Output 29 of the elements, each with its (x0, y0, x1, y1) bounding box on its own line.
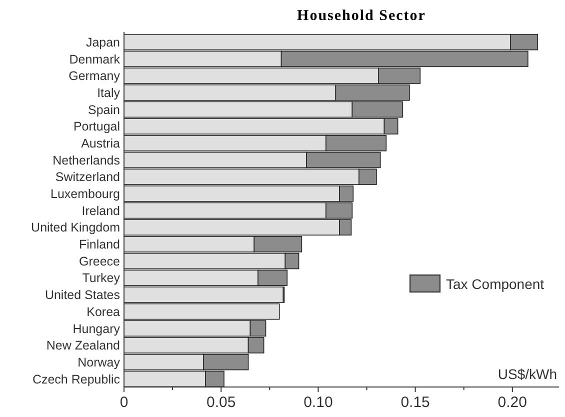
x-tick-label: 0 (120, 394, 128, 411)
x-tick-label: 0.15 (400, 394, 430, 411)
x-axis-title: US$/kWh (498, 366, 557, 382)
legend-label: Tax Component (446, 276, 544, 292)
y-tick-label: Czech Republic (32, 372, 120, 386)
y-tick-label: Japan (86, 35, 120, 50)
y-tick-label: New Zealand (46, 338, 120, 353)
y-tick-label: Switzerland (55, 170, 120, 184)
y-tick-label: Portugal (73, 120, 120, 134)
y-tick-label: Denmark (69, 52, 121, 66)
y-tick-label: Turkey (82, 271, 121, 286)
x-tick-label: 0.20 (498, 394, 527, 411)
y-tick-label: Germany (68, 69, 121, 84)
y-tick-label: Netherlands (52, 153, 120, 168)
y-tick-label: Austria (81, 136, 120, 151)
y-tick-label: Hungary (72, 322, 121, 336)
y-tick-label: United Kingdom (31, 220, 120, 235)
y-tick-label: Korea (86, 304, 120, 319)
y-tick-label: Ireland (82, 204, 120, 218)
y-tick-label: Norway (78, 355, 121, 370)
y-tick-label: Spain (88, 102, 120, 117)
y-tick-label: Italy (97, 86, 121, 100)
x-tick-label: 0.10 (304, 394, 333, 411)
y-tick-label: United States (44, 288, 120, 302)
y-tick-label: Luxembourg (50, 187, 120, 202)
y-tick-label: Finland (79, 238, 120, 252)
x-tick-label: 0.05 (206, 394, 236, 411)
chart-title: Household Sector (297, 8, 426, 24)
y-tick-label: Greece (79, 254, 120, 268)
